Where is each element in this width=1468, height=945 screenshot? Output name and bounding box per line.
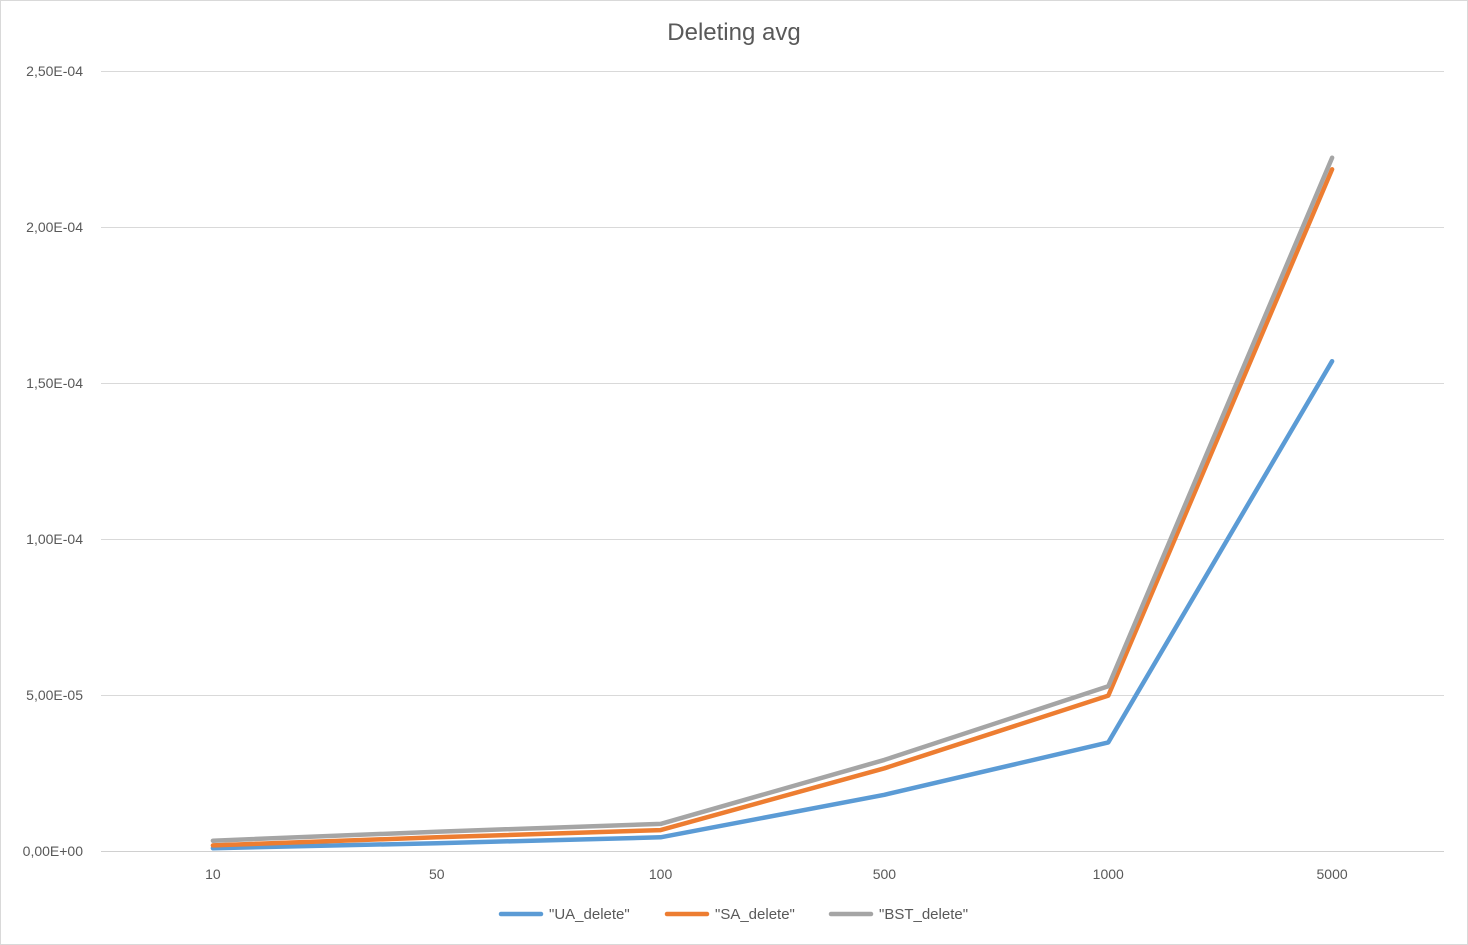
y-tick-label: 5,00E-05 [26,687,83,703]
y-tick-label: 2,00E-04 [26,219,83,235]
series-line-1 [210,167,1335,848]
series-line-0 [210,358,1335,851]
y-tick-label: 0,00E+00 [23,843,84,859]
legend: "UA_delete" "SA_delete" "BST_delete" [498,906,968,923]
series-lines [210,155,1335,851]
legend-label: "SA_delete" [715,906,795,923]
y-tick-label: 1,00E-04 [26,531,83,547]
x-axis-tick-labels: 10 50 100 500 1000 5000 [205,866,1348,882]
x-tick-label: 1000 [1093,866,1124,882]
y-tick-label: 2,50E-04 [26,63,83,79]
gridlines [101,71,1444,852]
x-tick-label: 5000 [1317,866,1348,882]
x-tick-label: 50 [429,866,445,882]
chart-title: Deleting avg [667,19,800,46]
x-tick-label: 500 [873,866,897,882]
y-axis-tick-labels: 0,00E+00 5,00E-05 1,00E-04 1,50E-04 2,00E-04… [23,63,84,859]
x-tick-label: 100 [649,866,673,882]
series-line-2 [210,155,1335,843]
x-tick-label: 10 [205,866,221,882]
legend-label: "UA_delete" [549,906,630,923]
y-tick-label: 1,50E-04 [26,375,83,391]
legend-label: "BST_delete" [879,906,968,923]
